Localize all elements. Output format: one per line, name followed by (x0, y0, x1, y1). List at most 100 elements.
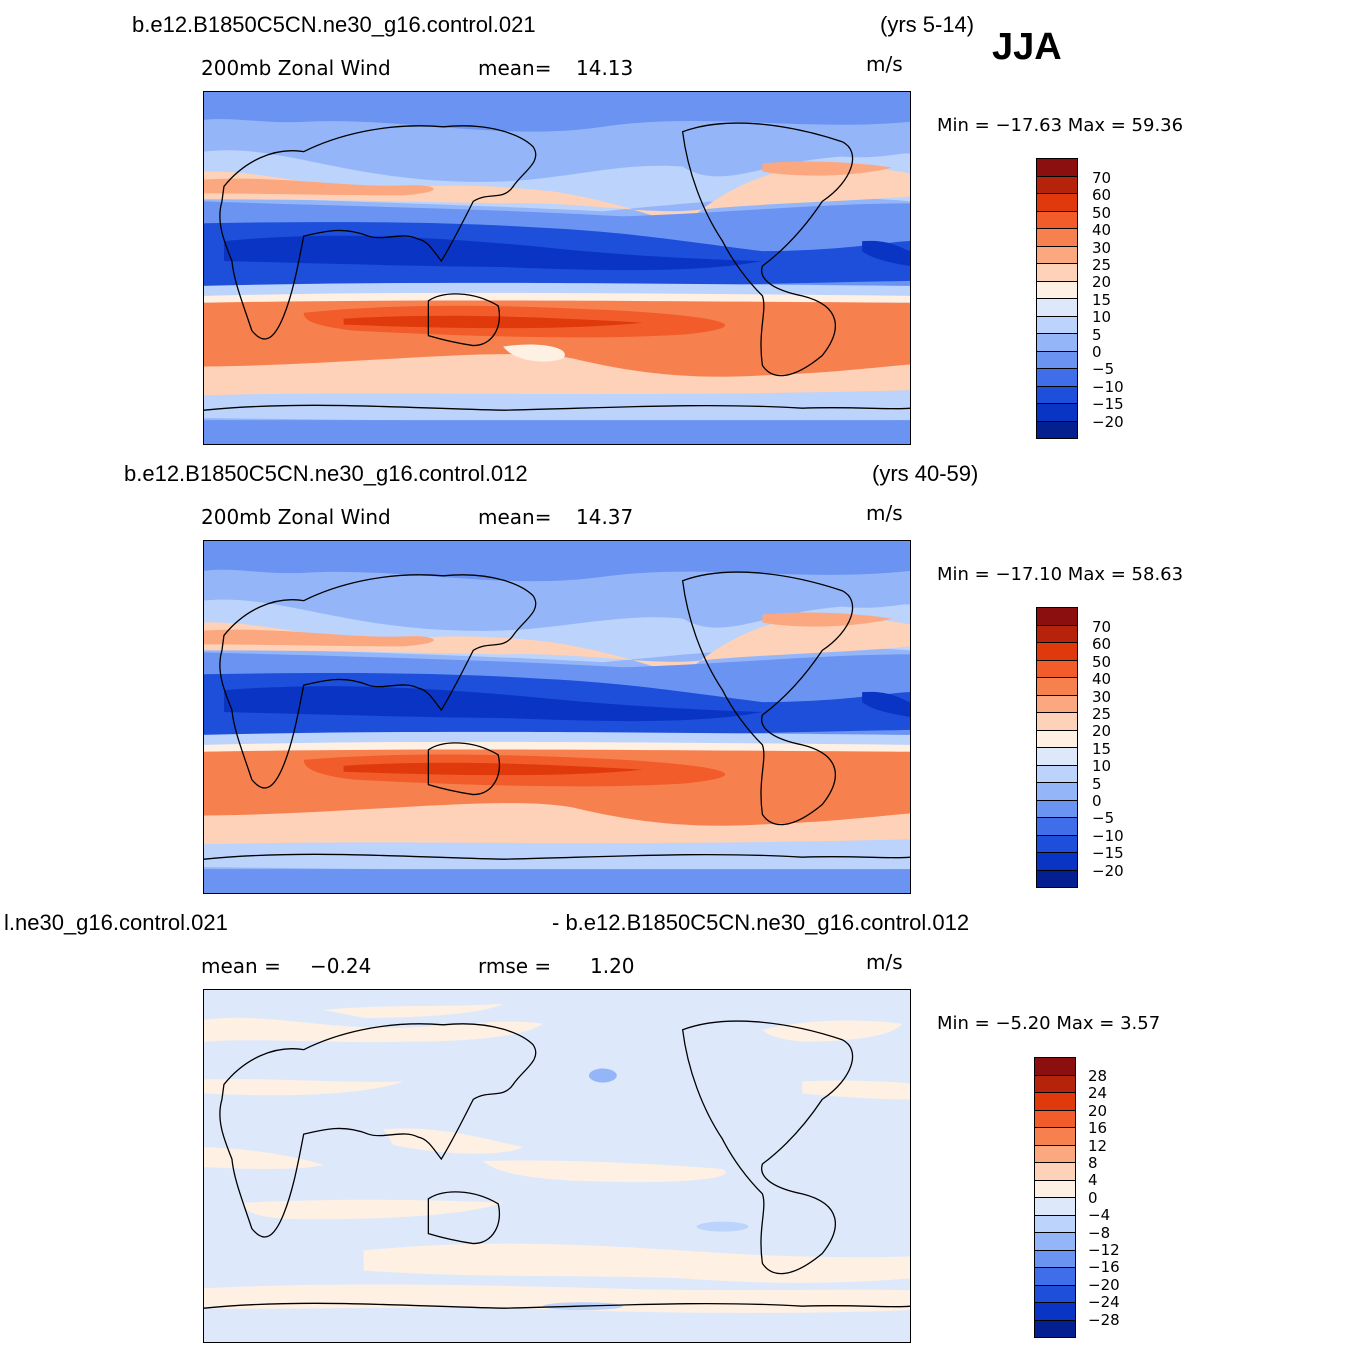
americas-outline (681, 571, 854, 826)
panel3-case-left: l.ne30_g16.control.021 (4, 910, 228, 935)
colorbar-tick-label: 30 (1092, 687, 1112, 706)
colorbar-segment (1037, 625, 1077, 643)
colorbar-segment (1035, 1320, 1075, 1337)
colorbar-tick-label: 25 (1092, 705, 1112, 723)
colorbar-segment (1037, 800, 1077, 818)
antarctica-outline (204, 1302, 910, 1309)
antarctica-outline (204, 404, 910, 411)
colorbar-segment (1037, 159, 1077, 177)
colorbar-segment (1035, 1163, 1075, 1181)
colorbar-tick-label: −28 (1088, 1310, 1120, 1329)
colorbar-segment (1037, 818, 1077, 836)
panel1-units: m/s (866, 52, 903, 76)
colorbar-tick-label: −10 (1092, 826, 1124, 845)
colorbar-segment (1037, 695, 1077, 713)
colorbar-segment (1035, 1198, 1075, 1216)
colorbar-tick-label: −15 (1092, 844, 1124, 863)
americas-outline (681, 1020, 854, 1275)
colorbar-segment (1037, 783, 1077, 801)
colorbar-segment (1037, 608, 1077, 626)
colorbar-tick-label: 15 (1092, 739, 1112, 758)
colorbar-segment (1037, 404, 1077, 422)
colorbar-segment (1037, 713, 1077, 731)
panel2-contour-field (204, 541, 910, 893)
panel3-rmse-label: rmse = (478, 954, 552, 978)
panel1-contour-field (204, 92, 910, 444)
colorbar-segment (1037, 229, 1077, 247)
colorbar-tick-label: 5 (1092, 325, 1102, 344)
colorbar-tick-label: −20 (1092, 861, 1124, 880)
colorbar-tick-label: 0 (1092, 792, 1102, 810)
panel2-mean-label: mean= (478, 505, 552, 529)
colorbar-segment (1035, 1285, 1075, 1303)
colorbar-segment (1035, 1110, 1075, 1128)
colorbar-segment (1037, 369, 1077, 387)
colorbar-tick-label: −20 (1088, 1275, 1120, 1294)
colorbar-tick-label: 10 (1092, 757, 1112, 776)
panel3-mean-value: −0.24 (310, 954, 372, 978)
colorbar-tick-label: 12 (1088, 1136, 1108, 1155)
colorbar-tick-label: 60 (1092, 186, 1112, 205)
colorbar-segment (1037, 660, 1077, 678)
colorbar-segment (1037, 748, 1077, 766)
colorbar-segment (1037, 316, 1077, 334)
panel2-variable: 200mb Zonal Wind (201, 505, 391, 529)
colorbar-tick-label: −4 (1088, 1206, 1111, 1225)
colorbar-segment (1037, 421, 1077, 438)
colorbar-tick-label: 60 (1092, 635, 1112, 654)
colorbar-tick-label: −5 (1092, 809, 1115, 828)
colorbar-segment (1035, 1128, 1075, 1146)
eurasia-africa-outline (219, 125, 537, 340)
colorbar-segment (1037, 176, 1077, 194)
colorbar-segment (1037, 678, 1077, 696)
panel2-years: (yrs 40-59) (872, 461, 979, 486)
colorbar-tick-label: 24 (1088, 1084, 1108, 1103)
colorbar-segment (1035, 1233, 1075, 1251)
americas-outline (681, 122, 854, 377)
panel2-mean-value: 14.37 (576, 505, 634, 529)
colorbar-segment (1035, 1075, 1075, 1093)
panel1-variable: 200mb Zonal Wind (201, 56, 391, 80)
colorbar-segment (1035, 1215, 1075, 1233)
australia-outline (427, 1191, 500, 1245)
antarctica-outline (204, 853, 910, 860)
season-label: JJA (992, 26, 1062, 68)
colorbar-segment (1035, 1250, 1075, 1268)
panel2-minmax: Min = −17.10 Max = 58.63 (937, 564, 1184, 585)
colorbar-segment (1037, 281, 1077, 299)
colorbar-tick-label: −24 (1088, 1293, 1120, 1312)
colorbar-segment (1035, 1268, 1075, 1286)
colorbar-segment (1037, 730, 1077, 748)
colorbar-tick-label: 20 (1092, 722, 1112, 741)
panel3-map (203, 989, 911, 1343)
colorbar-segment (1037, 386, 1077, 404)
colorbar-segment (1037, 194, 1077, 212)
colorbar-tick-label: 70 (1092, 169, 1112, 187)
colorbar-tick-label: 28 (1088, 1067, 1108, 1085)
colorbar-tick-label: 0 (1088, 1188, 1098, 1207)
colorbar-segment (1035, 1145, 1075, 1163)
colorbar-segment (1035, 1093, 1075, 1111)
colorbar-tick-label: 5 (1092, 774, 1102, 793)
colorbar-tick-label: 0 (1092, 343, 1102, 361)
panel2-case-title: b.e12.B1850C5CN.ne30_g16.control.012 (124, 461, 528, 486)
panel1-case-title: b.e12.B1850C5CN.ne30_g16.control.021 (132, 12, 536, 37)
panel3-contour-field (204, 990, 910, 1342)
colorbar-tick-label: −12 (1088, 1241, 1120, 1259)
colorbar-segment (1035, 1058, 1075, 1076)
panel2-map (203, 540, 911, 894)
australia-outline (427, 293, 500, 347)
colorbar-segment (1037, 765, 1077, 783)
colorbar-tick-label: −8 (1088, 1223, 1111, 1242)
colorbar-segment (1037, 835, 1077, 853)
panel1-map (203, 91, 911, 445)
colorbar-segment (1037, 853, 1077, 871)
colorbar-tick-label: −16 (1088, 1258, 1120, 1277)
panel1-mean-value: 14.13 (576, 56, 634, 80)
colorbar-segment (1037, 870, 1077, 887)
colorbar-tick-label: 50 (1092, 652, 1112, 671)
colorbar-segment (1037, 246, 1077, 264)
colorbar-segment (1037, 299, 1077, 317)
colorbar-tick-label: 16 (1088, 1119, 1108, 1138)
colorbar-segment (1037, 211, 1077, 229)
